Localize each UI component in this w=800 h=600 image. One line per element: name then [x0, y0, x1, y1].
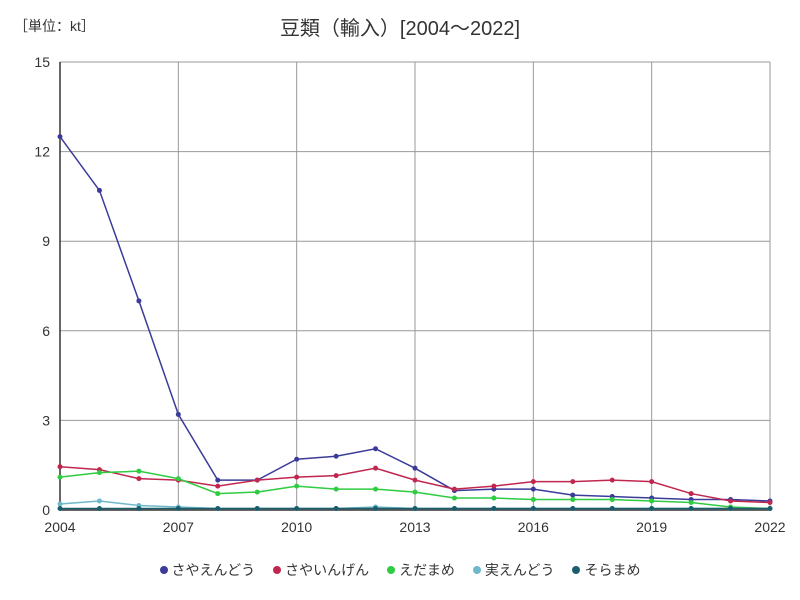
legend-item: えだまめ: [387, 560, 455, 580]
svg-text:2004: 2004: [44, 519, 75, 535]
chart-svg: 2004 2007 2010 2013 2016 2019 2022 0 3 6 9 12 15: [0, 0, 800, 600]
legend-swatch: [387, 566, 395, 574]
legend-swatch: [273, 566, 281, 574]
svg-text:3: 3: [42, 412, 50, 428]
svg-text:6: 6: [42, 323, 50, 339]
legend-label: さやえんどう: [172, 560, 256, 580]
chart-title: 豆類（輸入）[2004～2022]: [0, 12, 800, 41]
svg-text:9: 9: [42, 233, 50, 249]
svg-text:2016: 2016: [518, 519, 549, 535]
legend-item: さやえんどう: [160, 560, 256, 580]
svg-text:2013: 2013: [399, 519, 430, 535]
legend-label: さやいんげん: [285, 560, 369, 580]
svg-text:2010: 2010: [281, 519, 312, 535]
legend-swatch: [572, 566, 580, 574]
legend-label: 実えんどう: [485, 560, 555, 580]
svg-text:2007: 2007: [163, 519, 194, 535]
legend-item: 実えんどう: [473, 560, 555, 580]
svg-text:12: 12: [34, 144, 50, 160]
legend-item: そらまめ: [572, 560, 640, 580]
chart-container: ［単位：kt］ 豆類（輸入）[2004～2022] 20042007201020…: [0, 0, 800, 600]
legend: さやえんどう さやいんげん えだまめ 実えんどう そらまめ: [0, 560, 800, 580]
svg-text:2022: 2022: [754, 519, 785, 535]
legend-swatch: [473, 566, 481, 574]
svg-text:15: 15: [34, 54, 50, 70]
svg-text:2019: 2019: [636, 519, 667, 535]
legend-swatch: [160, 566, 168, 574]
legend-item: さやいんげん: [273, 560, 369, 580]
legend-label: えだまめ: [399, 560, 455, 580]
legend-label: そらまめ: [584, 560, 640, 580]
svg-text:0: 0: [42, 502, 50, 518]
